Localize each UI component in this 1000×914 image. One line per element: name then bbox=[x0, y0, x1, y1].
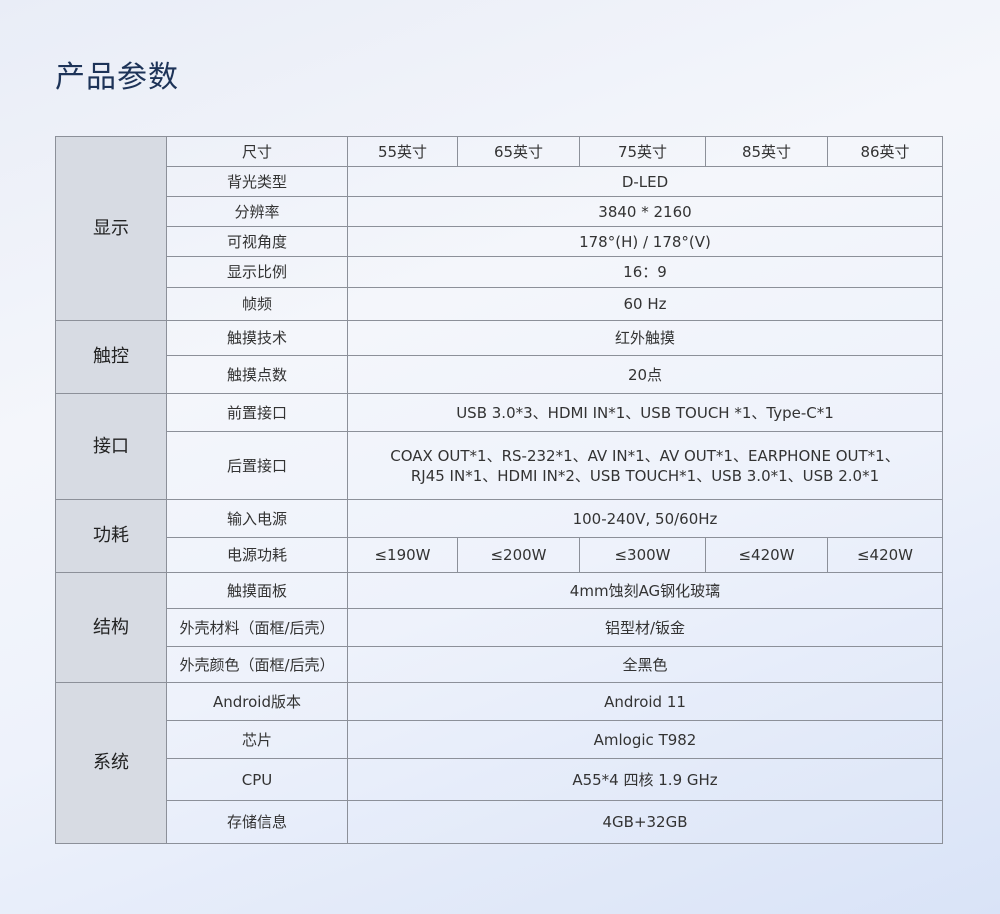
spec-value: 86英寸 bbox=[827, 136, 943, 167]
spec-value: 75英寸 bbox=[579, 136, 706, 167]
spec-value: ≤420W bbox=[827, 537, 943, 573]
table-row: 后置接口 COAX OUT*1、RS-232*1、AV IN*1、AV OUT*1… bbox=[56, 431, 943, 500]
spec-value: 55英寸 bbox=[347, 136, 458, 167]
table-row: 分辨率 3840 * 2160 bbox=[56, 196, 943, 227]
spec-label: 帧频 bbox=[166, 287, 348, 321]
table-row: 显示比例 16：9 bbox=[56, 256, 943, 288]
spec-value: D-LED bbox=[347, 166, 943, 197]
spec-value: 100-240V, 50/60Hz bbox=[347, 499, 943, 538]
spec-label: 可视角度 bbox=[166, 226, 348, 257]
spec-value: 65英寸 bbox=[457, 136, 580, 167]
spec-label: Android版本 bbox=[166, 682, 348, 721]
table-row: 芯片 Amlogic T982 bbox=[56, 720, 943, 759]
spec-label: 分辨率 bbox=[166, 196, 348, 227]
table-row: 帧频 60 Hz bbox=[56, 287, 943, 321]
table-row: 外壳颜色（面框/后壳） 全黑色 bbox=[56, 646, 943, 683]
spec-value: 4mm蚀刻AG钢化玻璃 bbox=[347, 572, 943, 609]
table-row: 结构 触摸面板 4mm蚀刻AG钢化玻璃 bbox=[55, 572, 943, 683]
spec-value: 20点 bbox=[347, 355, 943, 394]
spec-value: 铝型材/钣金 bbox=[347, 608, 943, 647]
spec-label: 后置接口 bbox=[166, 431, 348, 500]
spec-label: 外壳材料（面框/后壳） bbox=[166, 608, 348, 647]
spec-label: 输入电源 bbox=[166, 499, 348, 538]
spec-label: 电源功耗 bbox=[166, 537, 348, 573]
spec-label: 芯片 bbox=[166, 720, 348, 759]
table-row: 可视角度 178°(H) / 178°(V) bbox=[56, 226, 943, 257]
category-cell: 接口 bbox=[55, 393, 167, 500]
spec-label: 存储信息 bbox=[166, 800, 348, 844]
spec-value: 85英寸 bbox=[705, 136, 828, 167]
category-cell: 功耗 bbox=[55, 499, 167, 573]
spec-value: 178°(H) / 178°(V) bbox=[347, 226, 943, 257]
table-row: 触摸点数 20点 bbox=[56, 355, 943, 394]
spec-label: 外壳颜色（面框/后壳） bbox=[166, 646, 348, 683]
spec-value: 3840 * 2160 bbox=[347, 196, 943, 227]
page-title: 产品参数 bbox=[55, 60, 179, 95]
table-row: 系统 Android版本 Android 11 bbox=[55, 682, 943, 844]
table-row: CPU A55*4 四核 1.9 GHz bbox=[56, 758, 943, 801]
category-cell: 触控 bbox=[55, 320, 167, 394]
spec-label: 尺寸 bbox=[166, 136, 348, 167]
table-row: 存储信息 4GB+32GB bbox=[56, 800, 943, 844]
table-row: 触控 触摸技术 红外触摸 bbox=[55, 320, 943, 394]
spec-value: Android 11 bbox=[347, 682, 943, 721]
spec-label: 触摸点数 bbox=[166, 355, 348, 394]
category-cell: 系统 bbox=[55, 682, 167, 844]
spec-value: Amlogic T982 bbox=[347, 720, 943, 759]
spec-value: ≤200W bbox=[457, 537, 580, 573]
spec-value: 全黑色 bbox=[347, 646, 943, 683]
table-row: 接口 前置接口 USB 3.0*3、HDMI IN*1、USB TOUCH *1、T… bbox=[55, 393, 943, 500]
spec-label: 显示比例 bbox=[166, 256, 348, 288]
spec-label: 前置接口 bbox=[166, 393, 348, 432]
table-row: 电源功耗 ≤190W ≤200W ≤300W ≤420W ≤420W bbox=[56, 537, 943, 573]
spec-value: A55*4 四核 1.9 GHz bbox=[347, 758, 943, 801]
spec-table: 显示 尺寸 55英寸 65英寸 75英寸 85英寸 86英寸 背光类型 D-LED 分辨率 3840… bbox=[55, 136, 943, 844]
category-cell: 结构 bbox=[55, 572, 167, 683]
spec-value: ≤190W bbox=[347, 537, 458, 573]
table-row: 显示 尺寸 55英寸 65英寸 75英寸 85英寸 86英寸 bbox=[55, 136, 943, 321]
spec-label: CPU bbox=[166, 758, 348, 801]
spec-value: ≤300W bbox=[579, 537, 706, 573]
spec-value: COAX OUT*1、RS-232*1、AV IN*1、AV OUT*1、EAR… bbox=[347, 431, 943, 500]
spec-label: 背光类型 bbox=[166, 166, 348, 197]
category-cell: 显示 bbox=[55, 136, 167, 321]
spec-value: 60 Hz bbox=[347, 287, 943, 321]
spec-label: 触摸面板 bbox=[166, 572, 348, 609]
spec-value: 4GB+32GB bbox=[347, 800, 943, 844]
spec-value: 16：9 bbox=[347, 256, 943, 288]
table-row: 功耗 输入电源 100-240V, 50/60Hz bbox=[55, 499, 943, 573]
spec-label: 触摸技术 bbox=[166, 320, 348, 356]
spec-value: 红外触摸 bbox=[347, 320, 943, 356]
table-row: 外壳材料（面框/后壳） 铝型材/钣金 bbox=[56, 608, 943, 647]
table-row: 背光类型 D-LED bbox=[56, 166, 943, 197]
spec-value: ≤420W bbox=[705, 537, 828, 573]
spec-value: USB 3.0*3、HDMI IN*1、USB TOUCH *1、Type-C*… bbox=[347, 393, 943, 432]
